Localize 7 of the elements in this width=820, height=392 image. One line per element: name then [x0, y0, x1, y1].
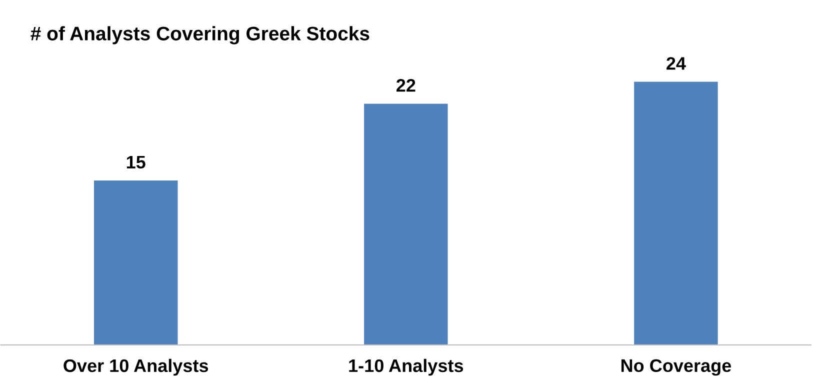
data-label: 24 [666, 57, 686, 70]
x-tick-label: No Coverage [621, 359, 732, 376]
x-tick-label: Over 10 Analysts [64, 358, 208, 376]
x-tick-label: 1-10 Analysts [349, 358, 464, 376]
data-label: 22 [396, 79, 416, 92]
chart-title: # of Analysts Covering Greek Stocks [30, 26, 370, 44]
data-label: 15 [126, 156, 146, 169]
